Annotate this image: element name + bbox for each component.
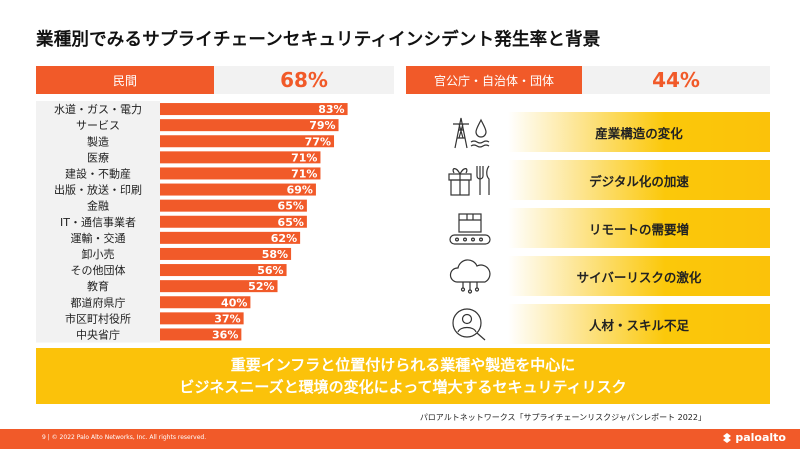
category-label: 市区町村役所 <box>65 311 131 325</box>
cloud-network-icon <box>436 256 504 296</box>
public-sector-rate: 44% <box>582 66 770 94</box>
power-tower-water-icon <box>436 112 504 152</box>
source-note: パロアルトネットワークス「サプライチェーンリスクジャパンレポート 2022」 <box>419 413 706 422</box>
bar <box>160 231 301 244</box>
factor-cyber-risk: サイバーリスクの激化 <box>436 256 770 296</box>
bar <box>160 215 307 228</box>
bar <box>160 135 335 148</box>
bar-value-label: 83% <box>318 103 344 116</box>
bar <box>160 312 244 325</box>
bar-value-label: 65% <box>278 216 304 229</box>
bar <box>160 296 251 309</box>
factor-industrial-structure: 産業構造の変化 <box>436 112 770 152</box>
factor-label: 産業構造の変化 <box>508 112 770 152</box>
private-sector-label: 民間 <box>36 66 214 94</box>
factor-label: デジタル化の加速 <box>508 160 770 200</box>
category-label: 製造 <box>87 134 109 148</box>
factor-remote-demand: リモートの需要増 <box>436 208 770 248</box>
category-label: 都道府県庁 <box>71 295 126 309</box>
bar <box>160 280 278 293</box>
copyright-text: 9 | © 2022 Palo Alto Networks, Inc. All … <box>42 434 207 441</box>
category-column-background <box>36 101 160 343</box>
bar-value-label: 37% <box>214 312 240 325</box>
logo-text: paloalto <box>735 431 786 444</box>
factor-label: 人材・スキル不足 <box>508 304 770 344</box>
bar-value-label: 71% <box>291 167 317 180</box>
public-sector-label: 官公庁・自治体・団体 <box>406 66 582 94</box>
bar-value-label: 52% <box>248 280 274 293</box>
category-label: 医療 <box>87 150 109 164</box>
bar-value-label: 36% <box>212 328 238 341</box>
bar-value-label: 79% <box>309 119 335 132</box>
bar-value-label: 40% <box>221 296 247 309</box>
box-conveyor-icon <box>436 208 504 248</box>
bar <box>160 167 321 180</box>
private-sector-rate: 68% <box>214 66 394 94</box>
bar-value-label: 71% <box>291 151 317 164</box>
category-label: その他団体 <box>71 263 126 277</box>
category-label: サービス <box>76 119 120 132</box>
page-title: 業種別でみるサプライチェーンセキュリティインシデント発生率と背景 <box>36 30 601 50</box>
category-label: 水道・ガス・電力 <box>54 102 142 116</box>
banner-line-2: ビジネスニーズと環境の変化によって増大するセキュリティリスク <box>179 378 627 396</box>
paloalto-logo: paloalto <box>721 431 786 444</box>
factor-talent-shortage: 人材・スキル不足 <box>436 304 770 344</box>
category-label: IT・通信事業者 <box>60 216 136 229</box>
factor-label: サイバーリスクの激化 <box>508 256 770 296</box>
factor-digitalization: デジタル化の加速 <box>436 160 770 200</box>
bar <box>160 328 242 341</box>
banner-line-1: 重要インフラと位置付けられる業種や製造を中心に <box>230 356 576 374</box>
gift-utensils-icon <box>436 160 504 200</box>
paloalto-mark-icon <box>723 432 732 443</box>
bar <box>160 119 339 132</box>
bar-value-label: 56% <box>257 264 283 277</box>
bar-value-label: 77% <box>305 135 331 148</box>
category-label: 金融 <box>87 199 109 213</box>
bar <box>160 247 292 260</box>
category-label: 卸小売 <box>82 247 115 261</box>
category-label: 出版・放送・印刷 <box>54 183 142 197</box>
bar-value-label: 65% <box>278 200 304 213</box>
category-label: 教育 <box>87 279 109 293</box>
conclusion-banner: 重要インフラと位置付けられる業種や製造を中心に ビジネスニーズと環境の変化によっ… <box>36 348 770 404</box>
person-search-icon <box>436 304 504 344</box>
bar <box>160 183 316 196</box>
category-label: 運輸・交通 <box>71 231 126 245</box>
footer-bar: 9 | © 2022 Palo Alto Networks, Inc. All … <box>0 429 800 449</box>
bar-value-label: 69% <box>287 184 313 197</box>
category-label: 中央省庁 <box>76 327 120 341</box>
bar-value-label: 62% <box>271 232 297 245</box>
factor-label: リモートの需要増 <box>508 208 770 248</box>
bar <box>160 199 307 212</box>
bar <box>160 103 348 116</box>
bar <box>160 151 321 164</box>
industry-incident-bar-chart: 水道・ガス・電力 83% サービス 79% 製造 77% 医療 71% 建設・不動産 71% 出版・… <box>36 101 348 343</box>
bar-value-label: 58% <box>262 248 288 261</box>
category-label: 建設・不動産 <box>65 166 131 180</box>
bar <box>160 264 287 277</box>
